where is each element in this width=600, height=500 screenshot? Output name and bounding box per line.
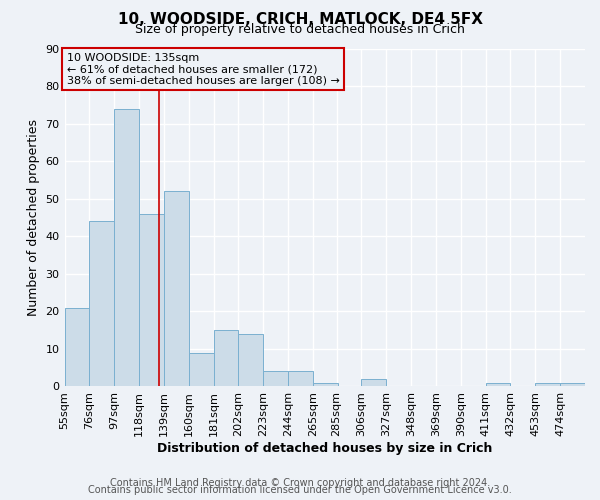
Bar <box>485 382 511 386</box>
Bar <box>114 109 139 386</box>
Bar <box>139 214 164 386</box>
Text: 10 WOODSIDE: 135sqm
← 61% of detached houses are smaller (172)
38% of semi-detac: 10 WOODSIDE: 135sqm ← 61% of detached ho… <box>67 52 340 86</box>
Bar <box>189 352 214 386</box>
Bar <box>288 372 313 386</box>
Bar <box>89 222 114 386</box>
Bar <box>560 382 585 386</box>
Bar <box>361 379 386 386</box>
Bar <box>238 334 263 386</box>
Text: Contains public sector information licensed under the Open Government Licence v3: Contains public sector information licen… <box>88 485 512 495</box>
Bar <box>535 382 560 386</box>
Bar <box>65 308 89 386</box>
Bar <box>164 192 189 386</box>
Text: Contains HM Land Registry data © Crown copyright and database right 2024.: Contains HM Land Registry data © Crown c… <box>110 478 490 488</box>
X-axis label: Distribution of detached houses by size in Crich: Distribution of detached houses by size … <box>157 442 493 455</box>
Bar <box>313 382 338 386</box>
Bar <box>214 330 238 386</box>
Y-axis label: Number of detached properties: Number of detached properties <box>27 119 40 316</box>
Text: 10, WOODSIDE, CRICH, MATLOCK, DE4 5FX: 10, WOODSIDE, CRICH, MATLOCK, DE4 5FX <box>118 12 482 28</box>
Bar <box>263 372 288 386</box>
Text: Size of property relative to detached houses in Crich: Size of property relative to detached ho… <box>135 22 465 36</box>
